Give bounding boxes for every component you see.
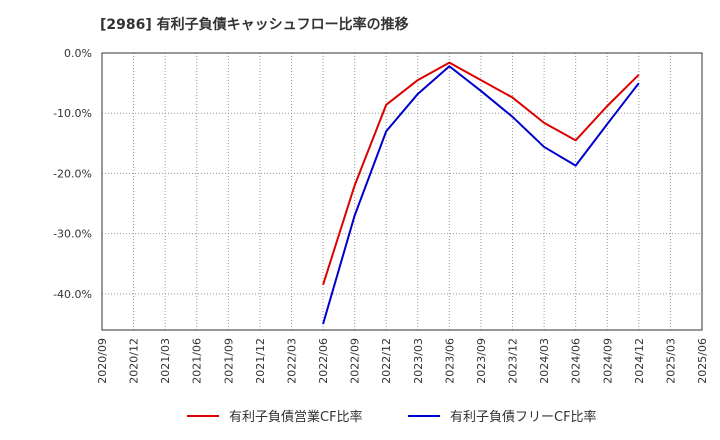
y-tick-label: 0.0% [64, 47, 92, 60]
x-tick-label: 2023/09 [475, 338, 488, 384]
grid-layer [101, 52, 703, 330]
x-tick-label: 2023/03 [412, 338, 425, 384]
x-tick-label: 2021/12 [254, 338, 267, 384]
x-tick-label: 2020/09 [96, 338, 109, 384]
series-layer [322, 61, 640, 325]
chart-title: [2986] 有利子負債キャッシュフロー比率の推移 [100, 17, 409, 33]
y-tick-label: -10.0% [53, 107, 92, 120]
plot-frame [101, 52, 703, 331]
x-tick-label: 2022/03 [285, 338, 298, 384]
x-tick-label: 2021/06 [191, 338, 204, 384]
y-tick-label: -30.0% [53, 228, 92, 241]
legend-label-1: 有利子負債営業CF比率 [229, 409, 363, 425]
x-tick-label: 2025/06 [696, 338, 709, 384]
legend-label-2: 有利子負債フリーCF比率 [450, 409, 597, 425]
x-tick-label: 2021/03 [159, 338, 172, 384]
x-tick-label: 2024/09 [601, 338, 614, 384]
x-tick-label: 2024/03 [538, 338, 551, 384]
x-tick-label: 2022/06 [317, 338, 330, 384]
y-tick-label: -20.0% [53, 167, 92, 180]
legend: 有利子負債営業CF比率 有利子負債フリーCF比率 [187, 409, 597, 425]
axis-layer: 0.0% -10.0% -20.0% -30.0% -40.0% 2020/09 2020/… [53, 47, 709, 384]
x-tick-label: 2024/12 [633, 338, 646, 384]
x-tick-label: 2021/09 [222, 338, 235, 384]
x-tick-label: 2022/09 [349, 338, 362, 384]
x-tick-label: 2023/06 [443, 338, 456, 384]
x-tick-label: 2024/06 [570, 338, 583, 384]
x-tick-label: 2022/12 [380, 338, 393, 384]
y-tick-label: -40.0% [53, 288, 92, 301]
x-tick-label: 2020/12 [128, 338, 141, 384]
x-tick-label: 2025/03 [664, 338, 677, 384]
x-tick-label: 2023/12 [507, 338, 520, 384]
